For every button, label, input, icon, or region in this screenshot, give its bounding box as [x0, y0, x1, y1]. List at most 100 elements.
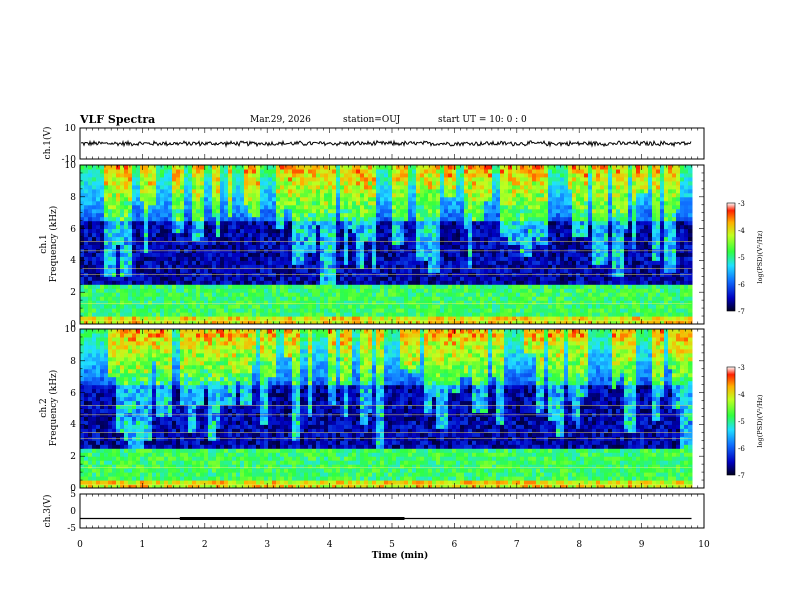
spectrogram-cell — [480, 196, 485, 202]
spectrogram-cell — [92, 260, 97, 265]
spectrogram-cell — [80, 312, 85, 317]
spectrogram-cell — [228, 192, 233, 198]
spectrogram-cell — [88, 208, 93, 214]
spectrogram-cell — [100, 228, 105, 234]
spectrogram-cell — [548, 220, 553, 226]
spectrogram-cell — [564, 165, 569, 170]
spectrogram-cell — [152, 216, 157, 222]
spectrogram-cell — [536, 212, 541, 218]
spectrogram-cell — [136, 224, 141, 230]
spectrogram-cell — [448, 172, 453, 178]
spectrogram-cell — [140, 312, 145, 317]
spectrogram-cell — [572, 244, 577, 249]
spectrogram-cell — [384, 196, 389, 202]
spectrogram-cell — [96, 220, 101, 226]
spectrogram-cell — [500, 312, 505, 317]
spectrogram-cell — [304, 256, 309, 261]
spectrogram-cell — [240, 312, 245, 317]
spectrogram-cell — [316, 216, 321, 222]
spectrogram-cell — [444, 304, 449, 309]
spectrogram-cell — [484, 208, 489, 214]
spectrogram-cell — [392, 200, 397, 206]
spectrogram-cell — [336, 216, 341, 222]
spectrogram-cell — [140, 260, 145, 265]
spectrogram-cell — [116, 208, 121, 214]
spectrogram-cell — [244, 252, 249, 257]
spectrogram-cell — [404, 184, 409, 190]
spectrogram-cell — [360, 169, 365, 174]
spectrogram-cell — [460, 256, 465, 261]
spectrogram-cell — [384, 216, 389, 222]
spectrogram-cell — [388, 252, 393, 257]
ch1-waveform-panel: 10 -10 ch.1(V) — [42, 124, 705, 165]
spectrogram-cell — [484, 232, 489, 238]
spectrogram-cell — [280, 268, 285, 273]
spectrogram-cell — [260, 192, 265, 198]
spectrogram-cell — [340, 208, 345, 214]
spectrogram-cell — [268, 308, 273, 313]
spectrogram-cell — [224, 268, 229, 273]
spectrogram-cell — [272, 300, 277, 305]
spectrogram-cell — [348, 212, 353, 218]
spectrogram-cell — [432, 165, 437, 170]
spectrogram-cell — [96, 280, 101, 285]
spectrogram-cell — [192, 172, 197, 178]
spectrogram-cell — [396, 256, 401, 261]
spectrogram-cell — [100, 296, 105, 301]
spectrogram-cell — [116, 264, 121, 269]
spectrogram-cell — [464, 288, 469, 293]
spectrogram-cell — [380, 308, 385, 313]
spectrogram-cell — [264, 220, 269, 226]
spectrogram-cell — [416, 256, 421, 261]
spectrogram-cell — [332, 165, 337, 170]
spectrogram-cell — [404, 300, 409, 305]
spectrogram-cell — [88, 204, 93, 210]
spectrogram-cell — [468, 204, 473, 210]
spectrogram-cell — [364, 288, 369, 293]
spectrogram-cell — [352, 240, 357, 245]
spectrogram-cell — [560, 280, 565, 285]
spectrogram-cell — [272, 180, 277, 186]
spectrogram-cell — [200, 252, 205, 257]
spectrogram-cell — [380, 260, 385, 265]
spectrogram-cell — [572, 180, 577, 186]
spectrogram-cell — [284, 316, 289, 321]
spectrogram-cell — [444, 256, 449, 261]
spectrogram-cell — [224, 260, 229, 265]
spectrogram-cell — [428, 176, 433, 182]
spectrogram-cell — [484, 280, 489, 285]
spectrogram-cell — [572, 240, 577, 245]
spectrogram-cell — [152, 196, 157, 202]
spectrogram-cell — [572, 292, 577, 297]
spectrogram-cell — [132, 316, 137, 321]
spectrogram-cell — [116, 169, 121, 174]
spectrogram-cell — [508, 212, 513, 218]
spectrogram-cell — [132, 260, 137, 265]
spectrogram-cell — [420, 276, 425, 281]
spectrogram-cell — [116, 196, 121, 202]
spectrogram-cell — [220, 256, 225, 261]
spectrogram-cell — [212, 320, 217, 325]
spectrogram-cell — [236, 288, 241, 293]
spectrogram-cell — [196, 200, 201, 206]
spectrogram-cell — [524, 236, 529, 242]
spectrogram-cell — [320, 232, 325, 238]
spectrogram-cell — [276, 288, 281, 293]
spectrogram-cell — [280, 296, 285, 301]
spectrogram-cell — [488, 304, 493, 309]
spectrogram-cell — [236, 200, 241, 206]
spectrogram-cell — [384, 256, 389, 261]
spectrogram-cell — [96, 256, 101, 261]
spectrogram-cell — [92, 312, 97, 317]
spectrogram-cell — [132, 276, 137, 281]
spectrogram-cell — [264, 244, 269, 249]
spectrogram-cell — [408, 316, 413, 321]
spectrogram-cell — [492, 304, 497, 309]
spectrogram-cell — [432, 169, 437, 174]
spectrogram-cell — [448, 308, 453, 313]
spectrogram-cell — [280, 180, 285, 186]
spectrogram-cell — [264, 256, 269, 261]
spectrogram-cell — [384, 264, 389, 269]
spectrogram-cell — [288, 288, 293, 293]
spectrogram-cell — [320, 276, 325, 281]
